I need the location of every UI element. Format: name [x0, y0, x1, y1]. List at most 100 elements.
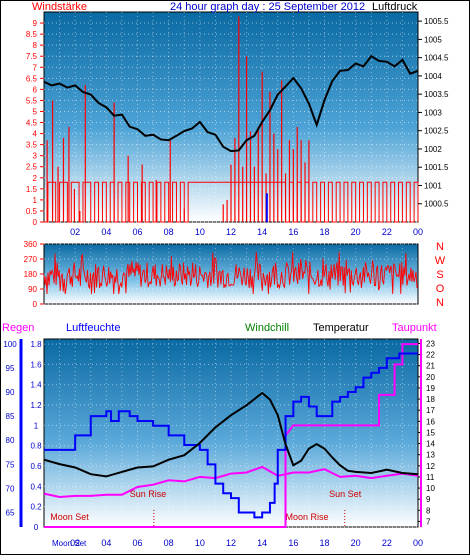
temp-tick-label: 13	[426, 451, 435, 460]
pressure-tick-label: 1003	[424, 108, 442, 117]
pressure-tick-label: 1004	[424, 72, 442, 81]
sun-rise-label: Sun Rise	[130, 489, 167, 499]
temp-tick-label: 20	[426, 373, 435, 382]
wind-tick-label: 1	[33, 196, 38, 205]
temp-tick-label: 8	[426, 506, 431, 515]
pressure-series	[43, 54, 419, 153]
temperature-line	[43, 391, 419, 478]
moon-set-label: Moon Set	[50, 512, 89, 522]
temperature-series	[43, 391, 419, 478]
hour-tick-label: 04	[101, 227, 111, 237]
hour-tick-label: 14	[257, 227, 267, 237]
hour-tick-label: 22	[382, 227, 392, 237]
hour-tick-label: 16	[288, 227, 298, 237]
pressure-tick-label: 1002.5	[424, 127, 449, 136]
hour-tick-label: 04	[101, 538, 111, 548]
hour-tick-label: 10	[195, 538, 205, 548]
wind-strength-title: Windstärke	[32, 1, 87, 13]
wind-direction-plot-area	[43, 243, 419, 305]
temp-tick-label: 10	[426, 484, 435, 493]
legend-temperature: Temperatur	[313, 322, 369, 334]
temp-tick-label: 12	[426, 462, 435, 471]
legend-windchill: Windchill	[245, 322, 289, 334]
humidity-tick-label: 75	[6, 460, 15, 469]
legend-humidity: Luftfeuchte	[66, 322, 120, 334]
compass-letter: W	[435, 255, 446, 267]
pressure-line	[43, 54, 419, 153]
moon-rise-label: Moon Rise	[286, 512, 329, 522]
wind-strength-series	[44, 16, 419, 223]
dewpoint-series	[43, 465, 419, 499]
temp-tick-label: 11	[426, 473, 435, 482]
hour-tick-label: 12	[226, 538, 236, 548]
sun-set-label: Sun Set	[329, 489, 362, 499]
wind-tick-label: 4.5	[26, 119, 38, 128]
hour-tick-label: 08	[164, 227, 174, 237]
temp-tick-label: 14	[426, 440, 435, 449]
hour-tick-label: 02	[70, 227, 80, 237]
wind-tick-label: 6	[33, 85, 38, 94]
moon-set-axis-label: Moon Set	[52, 539, 87, 548]
wind-tick-label: 9	[33, 19, 38, 28]
hour-tick-label: 06	[132, 538, 142, 548]
compass-letter: O	[436, 283, 445, 295]
hour-tick-label: 20	[351, 227, 361, 237]
temp-tick-label: 18	[426, 395, 435, 404]
wind-tick-label: 5.5	[26, 96, 38, 105]
wind-tick-label: 3.5	[26, 141, 38, 150]
humidity-tick-label: 90	[6, 388, 15, 397]
axis-labels: 00.511.522.533.544.555.566.577.588.59100…	[3, 17, 449, 548]
wind-tick-label: 7.5	[26, 52, 38, 61]
rain-tick-label: 1.8	[30, 340, 42, 349]
pressure-tick-label: 1004.5	[424, 54, 449, 63]
temp-tick-label: 7	[426, 517, 431, 526]
hour-tick-label: 18	[319, 227, 329, 237]
direction-tick-label: 180	[24, 270, 38, 279]
temp-tick-label: 21	[426, 362, 435, 371]
temp-tick-label: 22	[426, 351, 435, 360]
humidity-tick-label: 65	[6, 509, 15, 518]
wind-tick-label: 5	[33, 107, 38, 116]
rain-tick-label: 1.6	[30, 360, 42, 369]
hour-tick-label: 00	[413, 227, 423, 237]
hour-tick-label: 12	[226, 227, 236, 237]
humidity-tick-label: 85	[6, 412, 15, 421]
temp-tick-label: 23	[426, 339, 435, 348]
hour-tick-label: 16	[288, 538, 298, 548]
pressure-tick-label: 1001	[424, 181, 442, 190]
pressure-tick-label: 1005.5	[424, 17, 449, 26]
humidity-tick-label: 95	[6, 364, 15, 373]
direction-tick-label: 360	[24, 240, 38, 249]
wind-tick-label: 3	[33, 152, 38, 161]
pressure-tick-label: 1001.5	[424, 163, 449, 172]
compass-letter: S	[436, 269, 443, 281]
rain-tick-label: 1	[34, 421, 39, 430]
humidity-tick-label: 70	[6, 484, 15, 493]
hour-tick-label: 08	[164, 538, 174, 548]
humidity-tick-label: 100	[3, 340, 17, 349]
sun-moon-markers: Moon Set Sun Rise Moon Rise Sun Set	[50, 489, 362, 527]
rain-tick-label: 1.4	[30, 381, 42, 390]
temp-tick-label: 17	[426, 406, 435, 415]
temp-tick-label: 19	[426, 384, 435, 393]
hour-tick-label: 14	[257, 538, 267, 548]
wind-tick-label: 0	[33, 218, 38, 227]
compass-letter: N	[436, 241, 444, 253]
temp-tick-label: 9	[426, 495, 431, 504]
direction-tick-label: 0	[33, 300, 38, 309]
rain-tick-label: 0.2	[30, 503, 42, 512]
pressure-tick-label: 1005	[424, 35, 442, 44]
hour-tick-label: 00	[413, 538, 423, 548]
legend-rain: Regen	[2, 322, 34, 334]
hour-tick-label: 06	[132, 227, 142, 237]
wind-tick-label: 0.5	[26, 207, 38, 216]
rain-tick-label: 1.2	[30, 401, 42, 410]
wind-tick-label: 4	[33, 130, 38, 139]
legend-dewpoint: Taupunkt	[392, 322, 437, 334]
direction-tick-label: 270	[24, 255, 38, 264]
wind-direction-series	[43, 251, 419, 295]
hour-tick-label: 18	[319, 538, 329, 548]
temp-tick-label: 16	[426, 417, 435, 426]
